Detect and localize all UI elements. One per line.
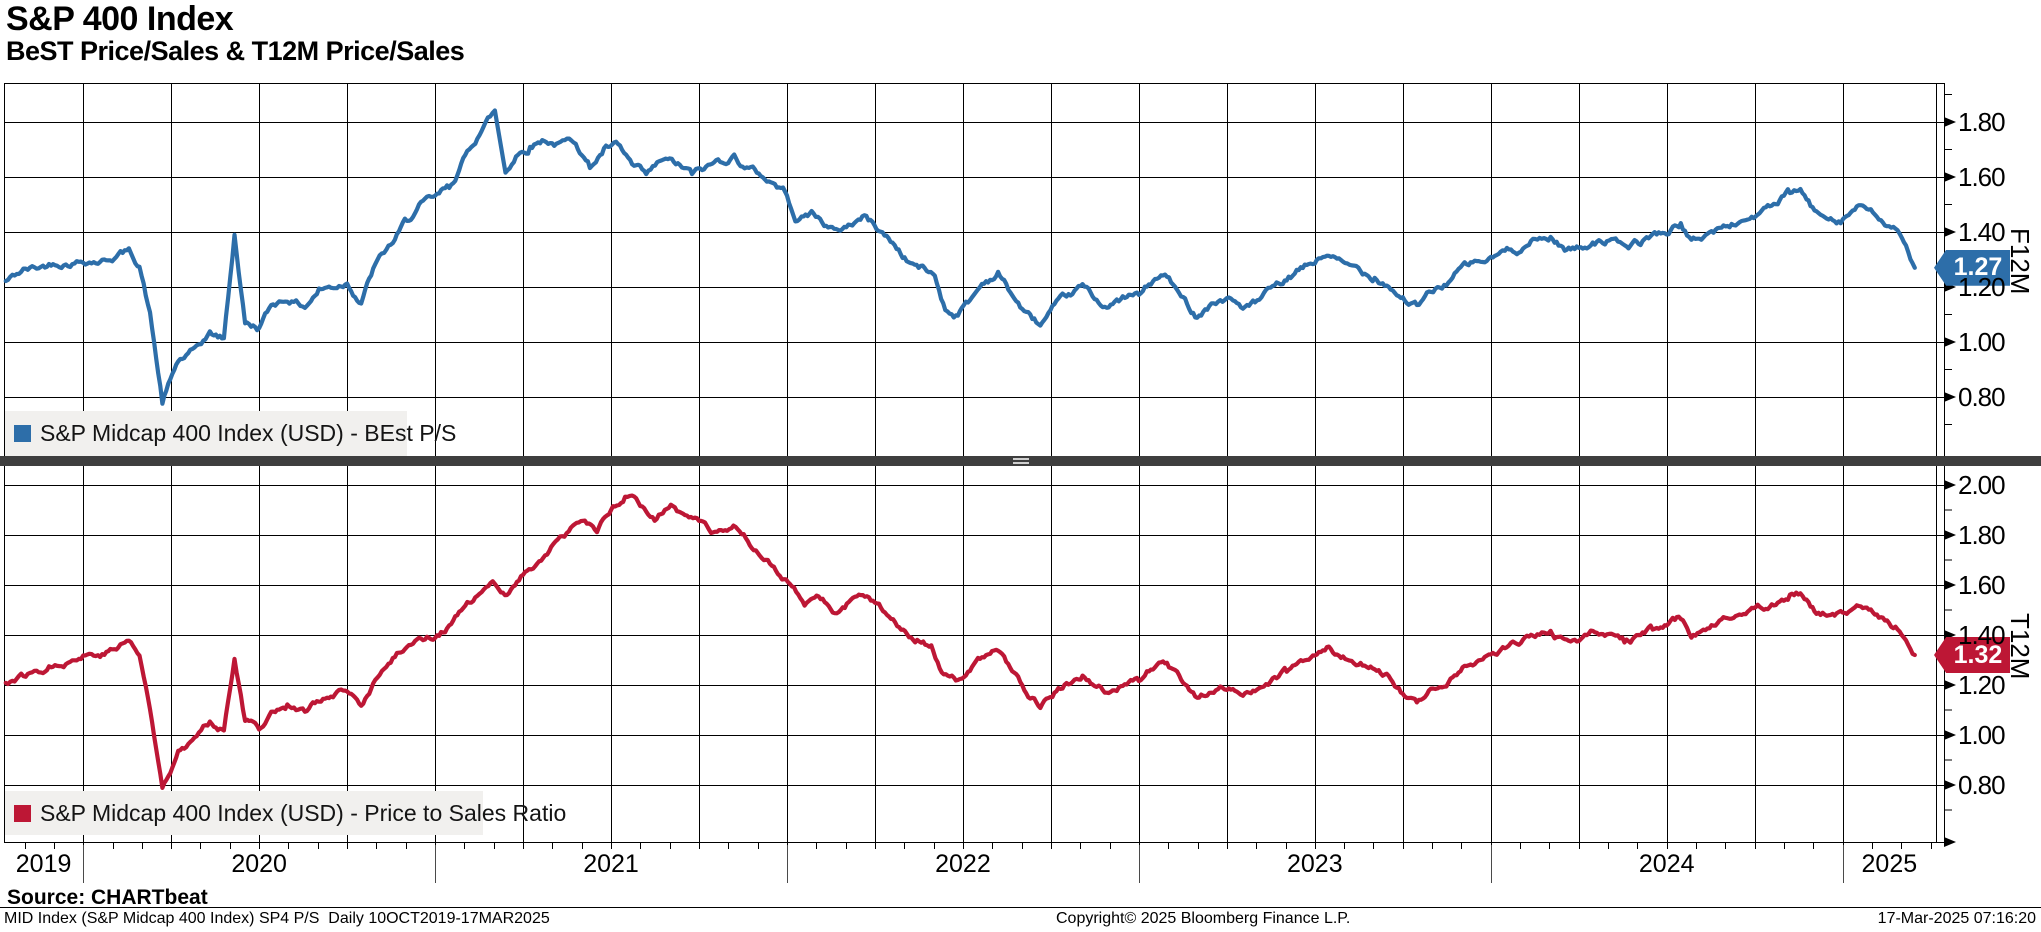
- status-timestamp: 17-Mar-2025 07:16:20: [1877, 910, 2036, 927]
- y-tick-label: 1.20: [1958, 272, 2006, 302]
- x-tick-year-label: 2024: [1638, 850, 1695, 878]
- divider-grip-icon: [1012, 458, 1029, 464]
- y-tick-label: 1.40: [1958, 217, 2006, 247]
- y-tick-label: 0.80: [1958, 770, 2006, 800]
- x-tick-year-label: 2021: [583, 850, 639, 878]
- y-tick-label: 1.80: [1958, 107, 2006, 137]
- x-tick-year-label: 2022: [935, 850, 991, 878]
- y-tick-label: 1.40: [1958, 620, 2006, 650]
- x-tick-year-label: 2019: [15, 850, 72, 878]
- legend-price-to-sales-label: S&P Midcap 400 Index (USD) - Price to Sa…: [40, 799, 567, 826]
- y-tick-label: 0.80: [1958, 382, 2006, 412]
- x-tick-year-label: 2025: [1861, 850, 1918, 878]
- series-line-best-ps: [3, 108, 1917, 406]
- pane-divider-handle[interactable]: [0, 456, 2041, 466]
- y-tick-label: 1.00: [1958, 327, 2006, 357]
- status-security-info: MID Index (S&P Midcap 400 Index) SP4 P/S…: [4, 910, 550, 927]
- y-tick-label: 2.00: [1958, 470, 2006, 500]
- source-note: Source: CHARTbeat: [7, 886, 208, 909]
- last-value-badge-t12m: 1.32: [1934, 637, 2010, 673]
- red-series-swatch-icon: [14, 804, 31, 822]
- y-tick-label: 1.60: [1958, 162, 2006, 192]
- blue-series-swatch-icon: [14, 425, 31, 442]
- series-line-price-to-sales: [3, 493, 1917, 790]
- legend-best-ps-label: S&P Midcap 400 Index (USD) - BEst P/S: [40, 420, 457, 446]
- x-tick-year-label: 2020: [231, 850, 287, 878]
- y-tick-label: 1.20: [1958, 670, 2006, 700]
- legend-price-to-sales: S&P Midcap 400 Index (USD) - Price to Sa…: [5, 791, 566, 835]
- y-tick-label: 1.80: [1958, 520, 2006, 550]
- legend-best-ps: S&P Midcap 400 Index (USD) - BEst P/S: [5, 411, 456, 456]
- status-copyright: Copyright© 2025 Bloomberg Finance L.P.: [1056, 910, 1351, 927]
- axis-title-f12m: F12M: [2005, 228, 2035, 295]
- y-tick-label: 1.00: [1958, 720, 2006, 750]
- x-tick-year-label: 2023: [1287, 850, 1343, 878]
- y-tick-label: 1.60: [1958, 570, 2006, 600]
- page-title: S&P 400 Index: [6, 0, 234, 38]
- last-value-badge-f12m: 1.27: [1934, 249, 2010, 286]
- page-subtitle: BeST Price/Sales & T12M Price/Sales: [6, 36, 465, 66]
- axis-title-t12m: T12M: [2005, 613, 2035, 680]
- footer-separator: [0, 907, 2041, 908]
